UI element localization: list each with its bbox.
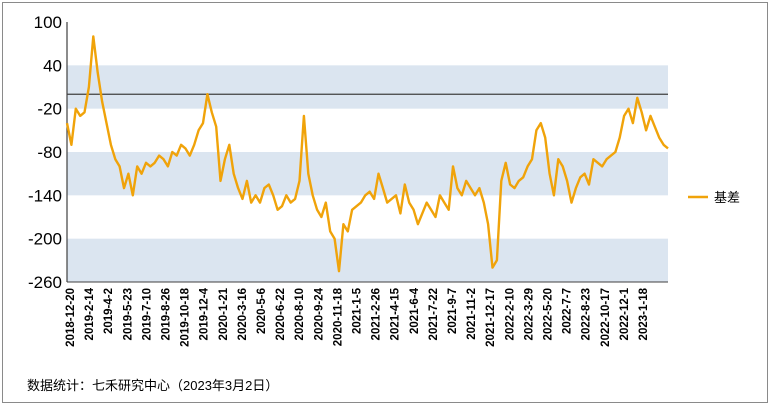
y-tick-label: -260: [28, 273, 62, 292]
x-tick-label: 2022-5-20: [543, 288, 555, 340]
x-tick-label: 2023-1-18: [638, 287, 650, 340]
x-tick-label: 2022-12-1: [619, 287, 631, 340]
x-tick-label: 2021-7-22: [428, 288, 440, 340]
x-tick-label: 2020-1-21: [218, 287, 230, 340]
x-tick-label: 2022-7-7: [562, 288, 574, 334]
x-tick-label: 2020-6-22: [275, 288, 287, 340]
y-tick-label: -140: [28, 186, 62, 205]
band-0: [67, 65, 668, 109]
y-tick-label: -80: [37, 143, 62, 162]
band-2: [67, 238, 668, 282]
x-tick-label: 2022-3-29: [523, 288, 535, 340]
x-tick-label: 2021-1-5: [352, 287, 364, 334]
x-tick-label: 2021-12-17: [485, 288, 497, 347]
x-tick-label: 2019-12-4: [199, 287, 211, 340]
x-tick-label: 2021-4-15: [390, 287, 402, 340]
y-tick-label: -200: [28, 230, 62, 249]
x-tick-label: 2021-11-2: [466, 288, 478, 340]
x-tick-label: 2020-3-16: [237, 288, 249, 340]
x-tick-label: 2022-2-10: [504, 288, 516, 340]
x-tick-label: 2021-9-7: [447, 288, 459, 334]
x-tick-label: 2019-5-23: [122, 288, 134, 340]
x-tick-label: 2019-7-10: [141, 288, 153, 340]
x-tick-label: 2020-11-18: [332, 287, 344, 346]
x-tick-label: 2019-4-2: [103, 288, 115, 334]
source-note: 数据统计：七禾研究中心（2023年3月2日）: [27, 378, 279, 393]
x-tick-label: 2020-8-10: [294, 288, 306, 340]
x-tick-label: 2020-9-24: [313, 287, 325, 340]
x-tick-label: 2021-6-4: [409, 287, 421, 334]
x-tick-label: 2022-10-17: [600, 288, 612, 347]
x-tick-label: 2021-2-26: [371, 288, 383, 340]
y-tick-label: 40: [43, 56, 62, 75]
y-tick-label: -20: [37, 100, 62, 119]
y-tick-label: 100: [34, 13, 62, 32]
x-tick-label: 2018-12-20: [65, 288, 77, 347]
x-tick-label: 2022-8-23: [581, 288, 593, 340]
x-tick-label: 2019-8-26: [161, 288, 173, 340]
series-line-0: [65, 35, 669, 273]
x-tick-label: 2019-10-18: [180, 287, 192, 346]
legend-label: 基差: [714, 190, 740, 205]
x-tick-label: 2019-2-14: [84, 287, 96, 340]
x-tick-label: 2020-5-6: [256, 288, 268, 334]
